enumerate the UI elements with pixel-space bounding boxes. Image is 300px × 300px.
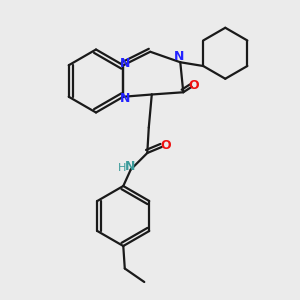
Text: N: N	[125, 160, 135, 173]
Text: O: O	[160, 139, 171, 152]
Text: N: N	[174, 50, 184, 63]
Text: H: H	[118, 163, 127, 173]
Text: O: O	[188, 79, 199, 92]
Text: N: N	[120, 57, 130, 70]
Text: N: N	[120, 92, 130, 105]
